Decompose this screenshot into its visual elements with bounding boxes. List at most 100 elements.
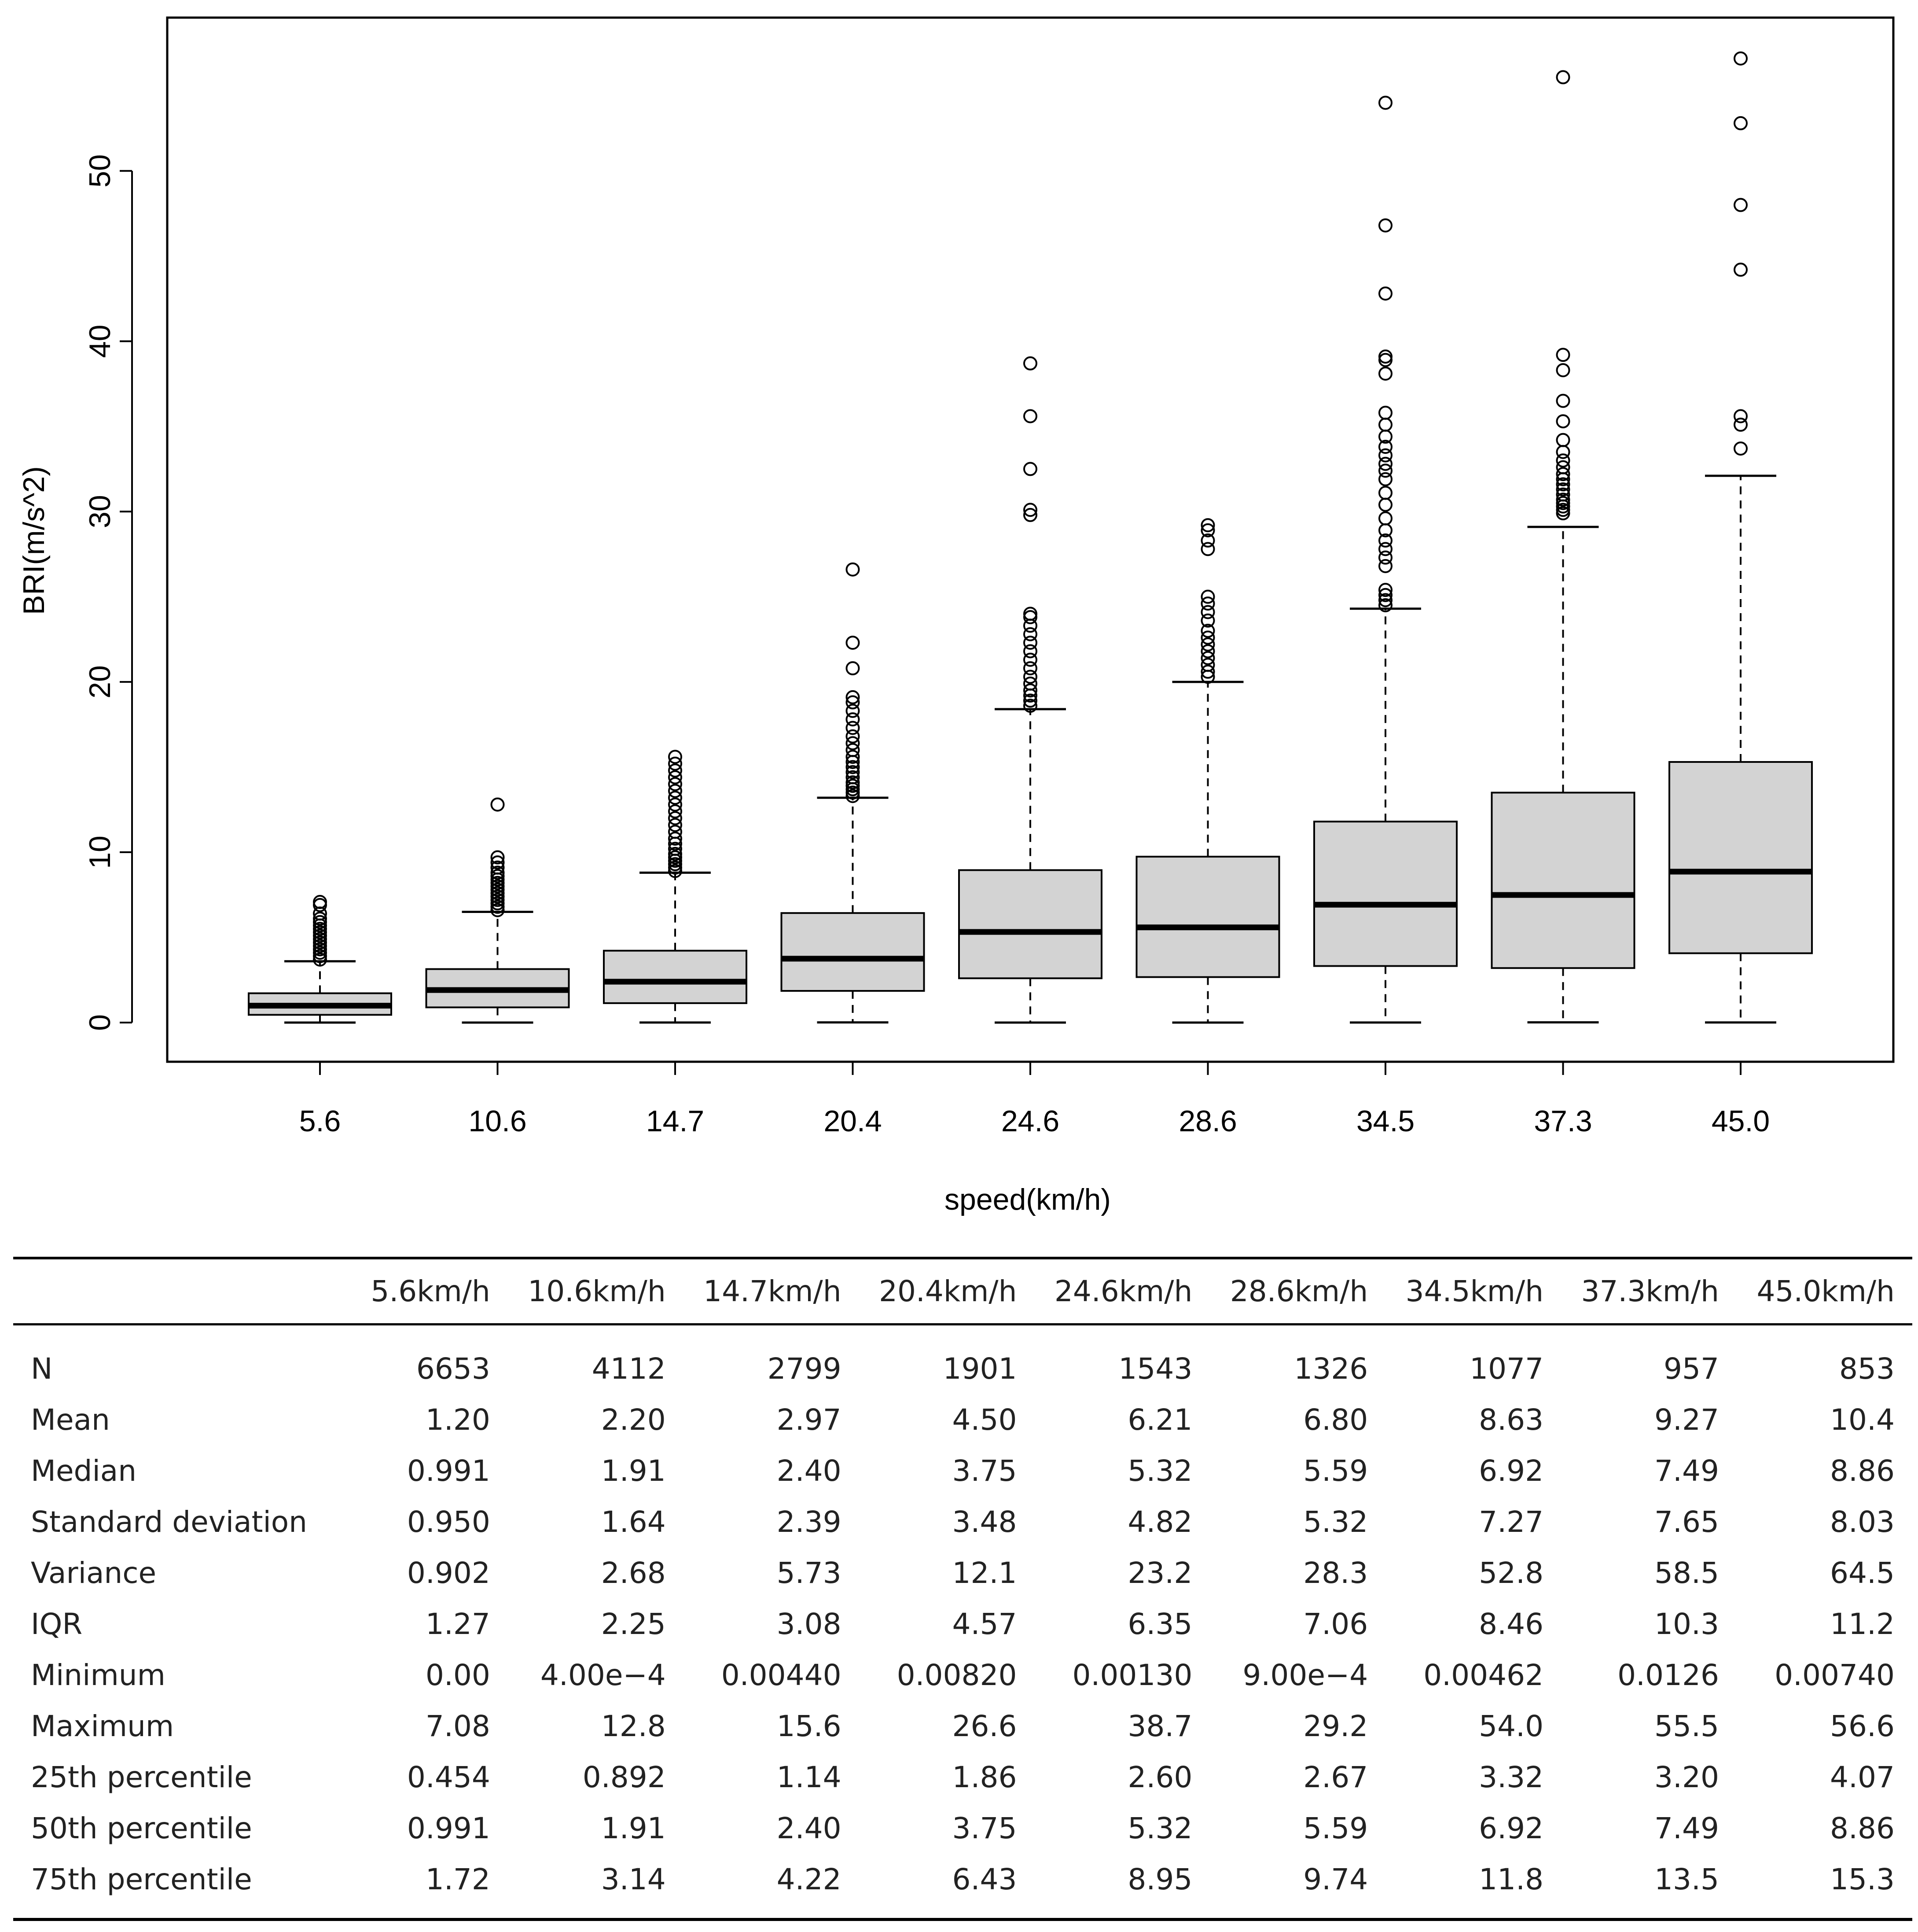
outlier-point	[1201, 624, 1215, 638]
table-cell: 10.4	[1830, 1402, 1895, 1437]
table-cell: 1.91	[601, 1811, 666, 1845]
table-cell: 2.68	[601, 1556, 666, 1590]
outlier-point	[1378, 456, 1393, 471]
iqr-box	[1491, 791, 1635, 969]
outlier-point	[1023, 356, 1037, 371]
table-cell: 0.00462	[1423, 1658, 1544, 1692]
table-cell: 7.49	[1654, 1811, 1719, 1845]
outlier-point	[1734, 51, 1748, 66]
outlier-point	[1734, 198, 1748, 212]
outlier-point	[1023, 652, 1037, 667]
outlier-point	[668, 818, 682, 832]
outlier-point	[668, 756, 682, 771]
outlier-point	[668, 804, 682, 819]
outlier-point	[1201, 542, 1215, 556]
table-cell: 38.7	[1128, 1709, 1193, 1743]
outlier-point	[845, 743, 860, 757]
outlier-point	[1201, 523, 1215, 537]
table-cell: 5.32	[1128, 1811, 1193, 1845]
outlier-point	[1378, 583, 1393, 597]
table-cell: 1901	[943, 1351, 1017, 1386]
table-cell: 5.59	[1303, 1454, 1368, 1488]
outlier-point	[1378, 559, 1393, 573]
outlier-point	[1378, 96, 1393, 110]
outlier-point	[1556, 433, 1570, 447]
outlier-point	[1556, 394, 1570, 408]
outlier-point	[1201, 605, 1215, 619]
table-cell: 4.22	[683, 1854, 859, 1921]
outlier-point	[313, 911, 327, 926]
table-row: Standard deviation 0.950 1.64 2.39 3.48 4.82 5…	[13, 1496, 1912, 1547]
outlier-point	[1023, 693, 1037, 708]
table-cell: 0.454	[407, 1760, 490, 1794]
column-header: 45.0km/h	[1756, 1274, 1895, 1308]
iqr-box	[1313, 821, 1458, 967]
table-cell: 54.0	[1479, 1709, 1544, 1743]
table-cell: 2.20	[601, 1402, 666, 1437]
column-header: 37.3km/h	[1581, 1274, 1719, 1308]
y-axis: 0 10 20 30 40 50	[83, 154, 133, 1031]
table-cell: 9.27	[1654, 1402, 1719, 1437]
outlier-point	[1556, 482, 1570, 497]
outlier-point	[1556, 467, 1570, 482]
table-cell: 0.991	[407, 1811, 490, 1845]
table-cell: 1.72	[332, 1854, 508, 1921]
table-cell: 853	[1839, 1351, 1895, 1386]
outlier-point	[668, 811, 682, 825]
outlier-point	[1556, 445, 1570, 459]
table-cell: 1.14	[776, 1760, 841, 1794]
box-28.6	[1135, 518, 1280, 1024]
outlier-point	[1378, 405, 1393, 420]
iqr-box	[1135, 856, 1280, 978]
row-label: N	[31, 1351, 53, 1386]
stats-header-row: 5.6km/h 10.6km/h 14.7km/h 20.4km/h 24.6km/h 2…	[13, 1258, 1912, 1325]
outlier-point	[1201, 589, 1215, 604]
table-cell: 3.32	[1479, 1760, 1544, 1794]
table-cell: 6.35	[1128, 1607, 1193, 1641]
outlier-point	[1734, 262, 1748, 277]
table-cell: 5.32	[1303, 1505, 1368, 1539]
table-cell: 15.3	[1737, 1854, 1912, 1921]
row-label: 25th percentile	[31, 1760, 252, 1794]
outlier-point	[668, 832, 682, 846]
table-cell: 1543	[1118, 1351, 1193, 1386]
table-cell: 8.03	[1830, 1505, 1895, 1539]
outlier-point	[1023, 462, 1037, 476]
table-row: 50th percentile 0.991 1.91 2.40 3.75 5.32 5.59…	[13, 1803, 1912, 1854]
table-cell: 5.59	[1303, 1811, 1368, 1845]
table-cell: 3.75	[952, 1454, 1017, 1488]
outlier-point	[1378, 511, 1393, 526]
iqr-box	[1668, 761, 1813, 954]
row-label: Median	[31, 1454, 137, 1488]
outlier-point	[668, 791, 682, 805]
outlier-point	[1378, 542, 1393, 556]
table-cell: 957	[1664, 1351, 1719, 1386]
table-cell: 7.49	[1654, 1454, 1719, 1488]
outlier-point	[1556, 348, 1570, 362]
table-cell: 7.27	[1479, 1505, 1544, 1539]
outlier-point	[845, 765, 860, 780]
outlier-point	[1378, 486, 1393, 500]
table-row: Maximum 7.08 12.8 15.6 26.6 38.7 29.2 54.0 55.5 5…	[13, 1700, 1912, 1752]
outlier-point	[313, 895, 327, 909]
table-cell: 6.80	[1303, 1402, 1368, 1437]
table-cell: 2.39	[776, 1505, 841, 1539]
outlier-point	[845, 760, 860, 774]
table-cell: 6.92	[1479, 1811, 1544, 1845]
outlier-point	[1378, 533, 1393, 548]
table-cell: 0.00740	[1775, 1658, 1895, 1692]
box-37.3	[1491, 70, 1635, 1024]
table-cell: 9.74	[1210, 1854, 1386, 1921]
table-cell: 0.991	[407, 1454, 490, 1488]
outlier-point	[845, 775, 860, 790]
boxplot-chart: 0 10 20 30 40 50 5.6 10.6 14.7 20.4 24.6 28.6 34.5 3…	[17, 16, 1895, 1216]
outlier-point	[845, 712, 860, 727]
x-tick-label: 5.6	[299, 1104, 341, 1138]
table-cell: 6.92	[1479, 1454, 1544, 1488]
outlier-point	[1023, 636, 1037, 650]
table-cell: 0.00440	[721, 1658, 841, 1692]
table-cell: 28.3	[1303, 1556, 1368, 1590]
table-row: 25th percentile 0.454 0.892 1.14 1.86 2.60 2.6…	[13, 1752, 1912, 1803]
table-cell: 1.91	[601, 1454, 666, 1488]
y-tick-label: 0	[83, 1014, 117, 1031]
